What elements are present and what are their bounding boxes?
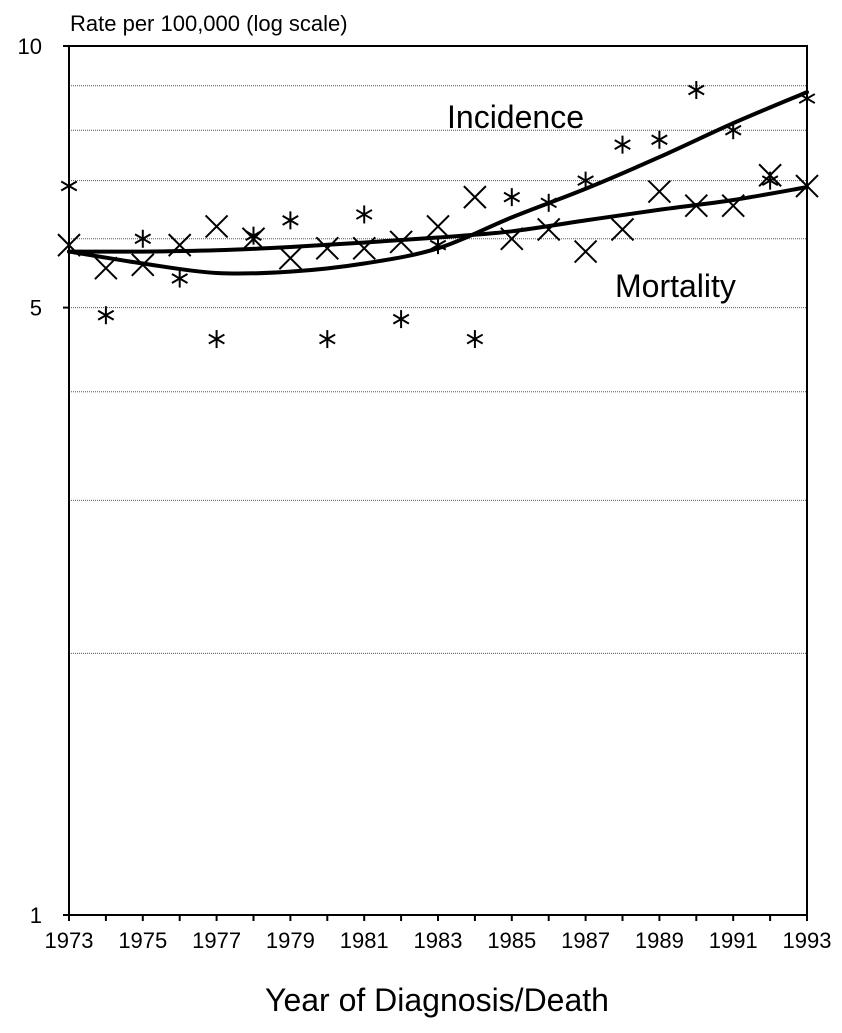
mortality-point — [463, 185, 487, 209]
mortality-point — [241, 227, 266, 251]
mortality-point — [352, 236, 376, 261]
incidence-point — [429, 236, 447, 255]
mortality-point — [426, 214, 450, 239]
data-markers — [57, 80, 819, 349]
x-tick-label: 1983 — [414, 928, 463, 953]
mortality-point — [167, 233, 192, 257]
x-tick-label: 1975 — [118, 928, 167, 953]
series-label-mortality: Mortality — [615, 268, 736, 304]
incidence-point — [614, 135, 631, 154]
x-axis-label: Year of Diagnosis/Death — [265, 982, 609, 1018]
mortality-point — [57, 233, 81, 257]
incidence-point — [171, 269, 188, 288]
incidence-point — [319, 330, 336, 349]
incidence-point — [282, 211, 299, 230]
incidence-point — [540, 193, 557, 212]
incidence-point — [245, 226, 262, 245]
series-label-incidence: Incidence — [447, 99, 584, 135]
plot-area-frame — [68, 45, 808, 916]
incidence-point — [688, 80, 705, 99]
mortality-point — [795, 174, 819, 198]
chart-title: Rate per 100,000 (log scale) — [70, 11, 348, 36]
mortality-point — [500, 227, 524, 251]
x-tick-label: 1989 — [635, 928, 684, 953]
mortality-point — [131, 253, 155, 277]
incidence-point — [392, 310, 410, 329]
incidence-point — [97, 306, 115, 325]
incidence-point — [208, 330, 225, 349]
gridlines — [69, 85, 807, 654]
mortality-point — [278, 246, 303, 270]
x-tick-label: 1979 — [266, 928, 315, 953]
incidence-point — [466, 330, 484, 349]
y-tick-label: 5 — [30, 296, 42, 321]
incidence-point — [651, 130, 668, 149]
mortality-point — [684, 193, 709, 218]
mortality-point — [94, 256, 118, 280]
y-tick-label: 10 — [18, 34, 42, 59]
mortality-point — [721, 193, 745, 218]
x-tick-label: 1991 — [709, 928, 758, 953]
mortality-point — [536, 217, 561, 242]
mortality-point — [573, 239, 598, 264]
x-tick-label: 1985 — [487, 928, 536, 953]
incidence-point — [724, 121, 742, 140]
x-tick-label: 1973 — [45, 928, 94, 953]
incidence-point — [503, 188, 521, 207]
mortality-point — [610, 217, 635, 242]
incidence-point — [577, 171, 594, 190]
y-axis-ticks: 10 5 1 — [18, 34, 69, 928]
x-axis-ticks: 1973 1975 1977 1979 1981 1983 1985 1987 1989 1991… — [45, 915, 832, 953]
incidence-point — [798, 89, 816, 108]
incidence-point — [355, 205, 373, 224]
x-tick-label: 1977 — [192, 928, 241, 953]
mortality-point — [758, 163, 782, 187]
mortality-point — [389, 230, 413, 254]
mortality-point — [204, 214, 229, 239]
mortality-point — [315, 236, 340, 261]
y-tick-label: 1 — [30, 903, 42, 928]
x-tick-label: 1993 — [783, 928, 832, 953]
x-tick-label: 1981 — [340, 928, 389, 953]
incidence-point — [134, 229, 152, 248]
mortality-point — [647, 179, 672, 204]
x-tick-label: 1987 — [561, 928, 610, 953]
incidence-point — [60, 177, 78, 196]
